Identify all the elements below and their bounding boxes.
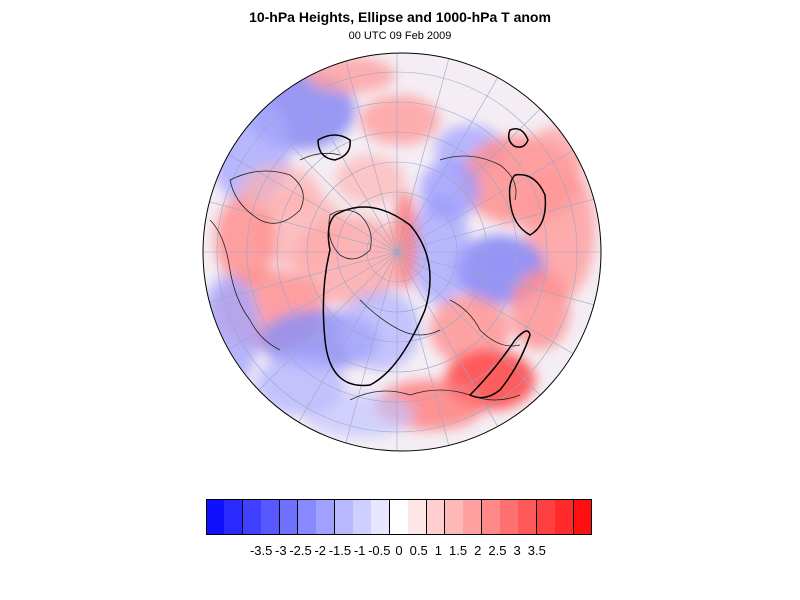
meridian-line bbox=[203, 251, 398, 320]
colorbar-tick-label: -2.5 bbox=[289, 543, 312, 558]
anomaly-patch bbox=[255, 355, 345, 415]
anomaly-patch bbox=[360, 95, 440, 145]
coastline bbox=[328, 209, 372, 260]
colorbar-swatch bbox=[242, 499, 262, 535]
coastlines bbox=[209, 152, 521, 401]
height-contour bbox=[507, 128, 529, 148]
colorbar-tick-label: -1.5 bbox=[328, 543, 352, 558]
colorbar-frame bbox=[206, 499, 592, 535]
colorbar-tick-label: -3 bbox=[275, 543, 287, 558]
colorbar-swatch bbox=[536, 499, 556, 535]
anomaly-patch bbox=[510, 270, 570, 350]
coastline bbox=[359, 299, 441, 336]
colorbar-swatch bbox=[444, 499, 464, 535]
colorbar-swatch bbox=[297, 499, 317, 535]
colorbar-tick-label: 0 bbox=[395, 543, 403, 558]
height-contour bbox=[468, 330, 531, 399]
colorbar-tick-label: 2.5 bbox=[488, 543, 507, 558]
coastline bbox=[299, 152, 341, 161]
colorbar-tick-label: 3.5 bbox=[527, 543, 546, 558]
anomaly-patch bbox=[430, 295, 510, 365]
colorbar-tick-label: 3 bbox=[513, 543, 521, 558]
colorbar-tick-label: -1 bbox=[353, 543, 366, 558]
colorbar-tick-label: 1.5 bbox=[449, 543, 468, 558]
anomaly-patch bbox=[530, 125, 590, 175]
height-contour bbox=[322, 206, 431, 387]
colorbar-tick-label: 2 bbox=[474, 543, 482, 558]
meridian-line bbox=[396, 53, 465, 253]
coastline bbox=[209, 219, 281, 351]
coastline bbox=[349, 389, 521, 401]
anomaly-patch bbox=[240, 165, 320, 215]
colorbar-tick-label: -2 bbox=[314, 543, 326, 558]
meridian-line bbox=[329, 53, 398, 253]
colorbar-swatch bbox=[334, 499, 354, 535]
meridian-line bbox=[396, 251, 601, 320]
anomaly-patch bbox=[340, 290, 420, 370]
chart-subtitle: 00 UTC 09 Feb 2009 bbox=[348, 30, 452, 42]
height-contours bbox=[317, 128, 547, 399]
meridian-line bbox=[396, 184, 601, 253]
colorbar-tick-label: 0.5 bbox=[409, 543, 428, 558]
globe-outline bbox=[202, 52, 602, 452]
chart-title: 10-hPa Heights, Ellipse and 1000-hPa T a… bbox=[249, 9, 551, 25]
height-contour bbox=[317, 134, 351, 161]
anomaly-patch bbox=[305, 57, 395, 93]
coastline bbox=[449, 299, 521, 347]
anomaly-patch bbox=[215, 195, 275, 285]
colorbar-tick-label: 1 bbox=[434, 543, 442, 558]
colorbar-swatch bbox=[389, 499, 409, 535]
anomaly-patch bbox=[203, 275, 260, 385]
anomaly-patch bbox=[420, 160, 480, 220]
colorbar bbox=[206, 499, 593, 535]
coastline bbox=[229, 170, 304, 224]
meridian-line bbox=[329, 251, 398, 451]
meridian-line bbox=[203, 184, 398, 253]
coastline bbox=[439, 155, 517, 201]
colorbar-tick-label: -3.5 bbox=[249, 543, 273, 558]
colorbar-swatch bbox=[481, 499, 501, 535]
meridian-line bbox=[396, 251, 465, 451]
anomaly-patch bbox=[410, 195, 470, 305]
height-contour bbox=[508, 173, 547, 236]
colorbar-tick-label: -0.5 bbox=[368, 543, 391, 558]
